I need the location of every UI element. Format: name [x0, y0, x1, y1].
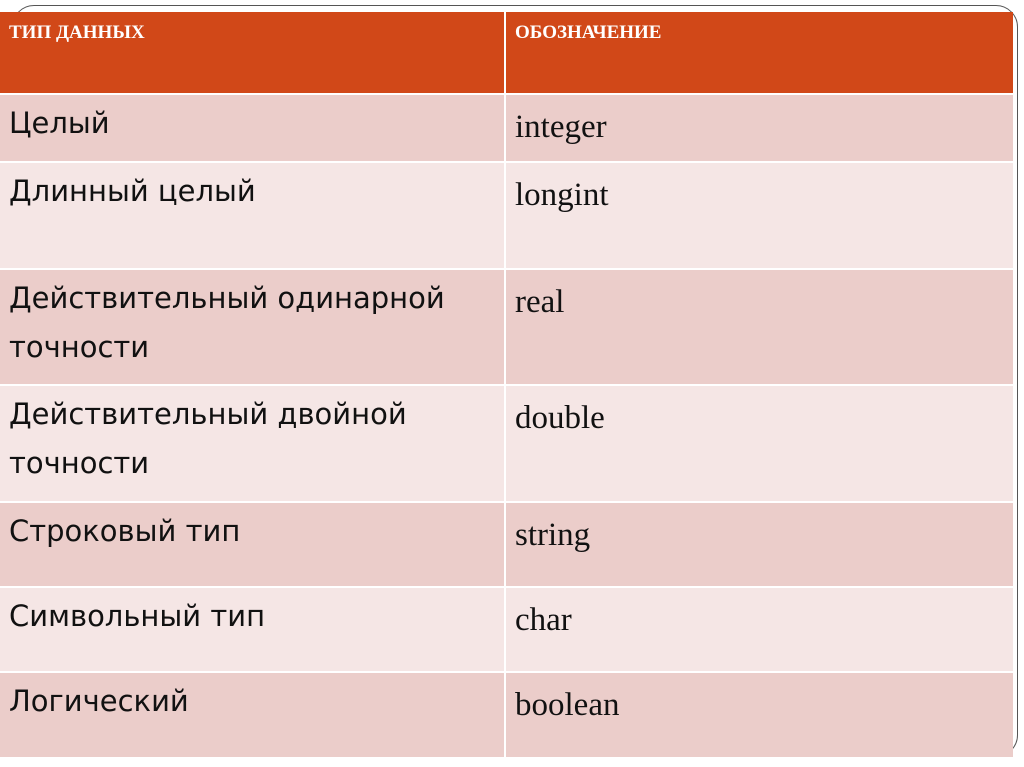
- type-cell: Строковый тип: [0, 503, 506, 586]
- table-row: Целый integer: [0, 95, 1013, 163]
- notation-cell: char: [515, 602, 572, 638]
- type-cell: Длинный целый: [0, 163, 506, 268]
- notation-cell: longint: [515, 177, 609, 213]
- data-types-table: ТИП ДАННЫХ ОБОЗНАЧЕНИЕ Целый integer Дли…: [0, 12, 1013, 757]
- notation-cell: string: [515, 517, 591, 553]
- type-cell: Действительный двойной точности: [0, 386, 506, 501]
- notation-cell: real: [515, 284, 565, 320]
- type-cell: Целый: [0, 95, 506, 161]
- table-row: Действительный двойной точности double: [0, 386, 1013, 503]
- table-header-row: ТИП ДАННЫХ ОБОЗНАЧЕНИЕ: [0, 12, 1013, 95]
- header-type: ТИП ДАННЫХ: [0, 12, 506, 93]
- header-notation: ОБОЗНАЧЕНИЕ: [515, 22, 662, 43]
- notation-cell: double: [515, 400, 605, 436]
- notation-cell: integer: [515, 109, 607, 145]
- table-row: Длинный целый longint: [0, 163, 1013, 270]
- type-cell: Символьный тип: [0, 588, 506, 671]
- type-cell: Действительный одинарной точности: [0, 270, 506, 384]
- table-row: Символьный тип char: [0, 588, 1013, 673]
- table-row: Логический boolean: [0, 673, 1013, 757]
- notation-cell: boolean: [515, 687, 620, 723]
- type-cell: Логический: [0, 673, 506, 757]
- table-row: Действительный одинарной точности real: [0, 270, 1013, 386]
- table-row: Строковый тип string: [0, 503, 1013, 588]
